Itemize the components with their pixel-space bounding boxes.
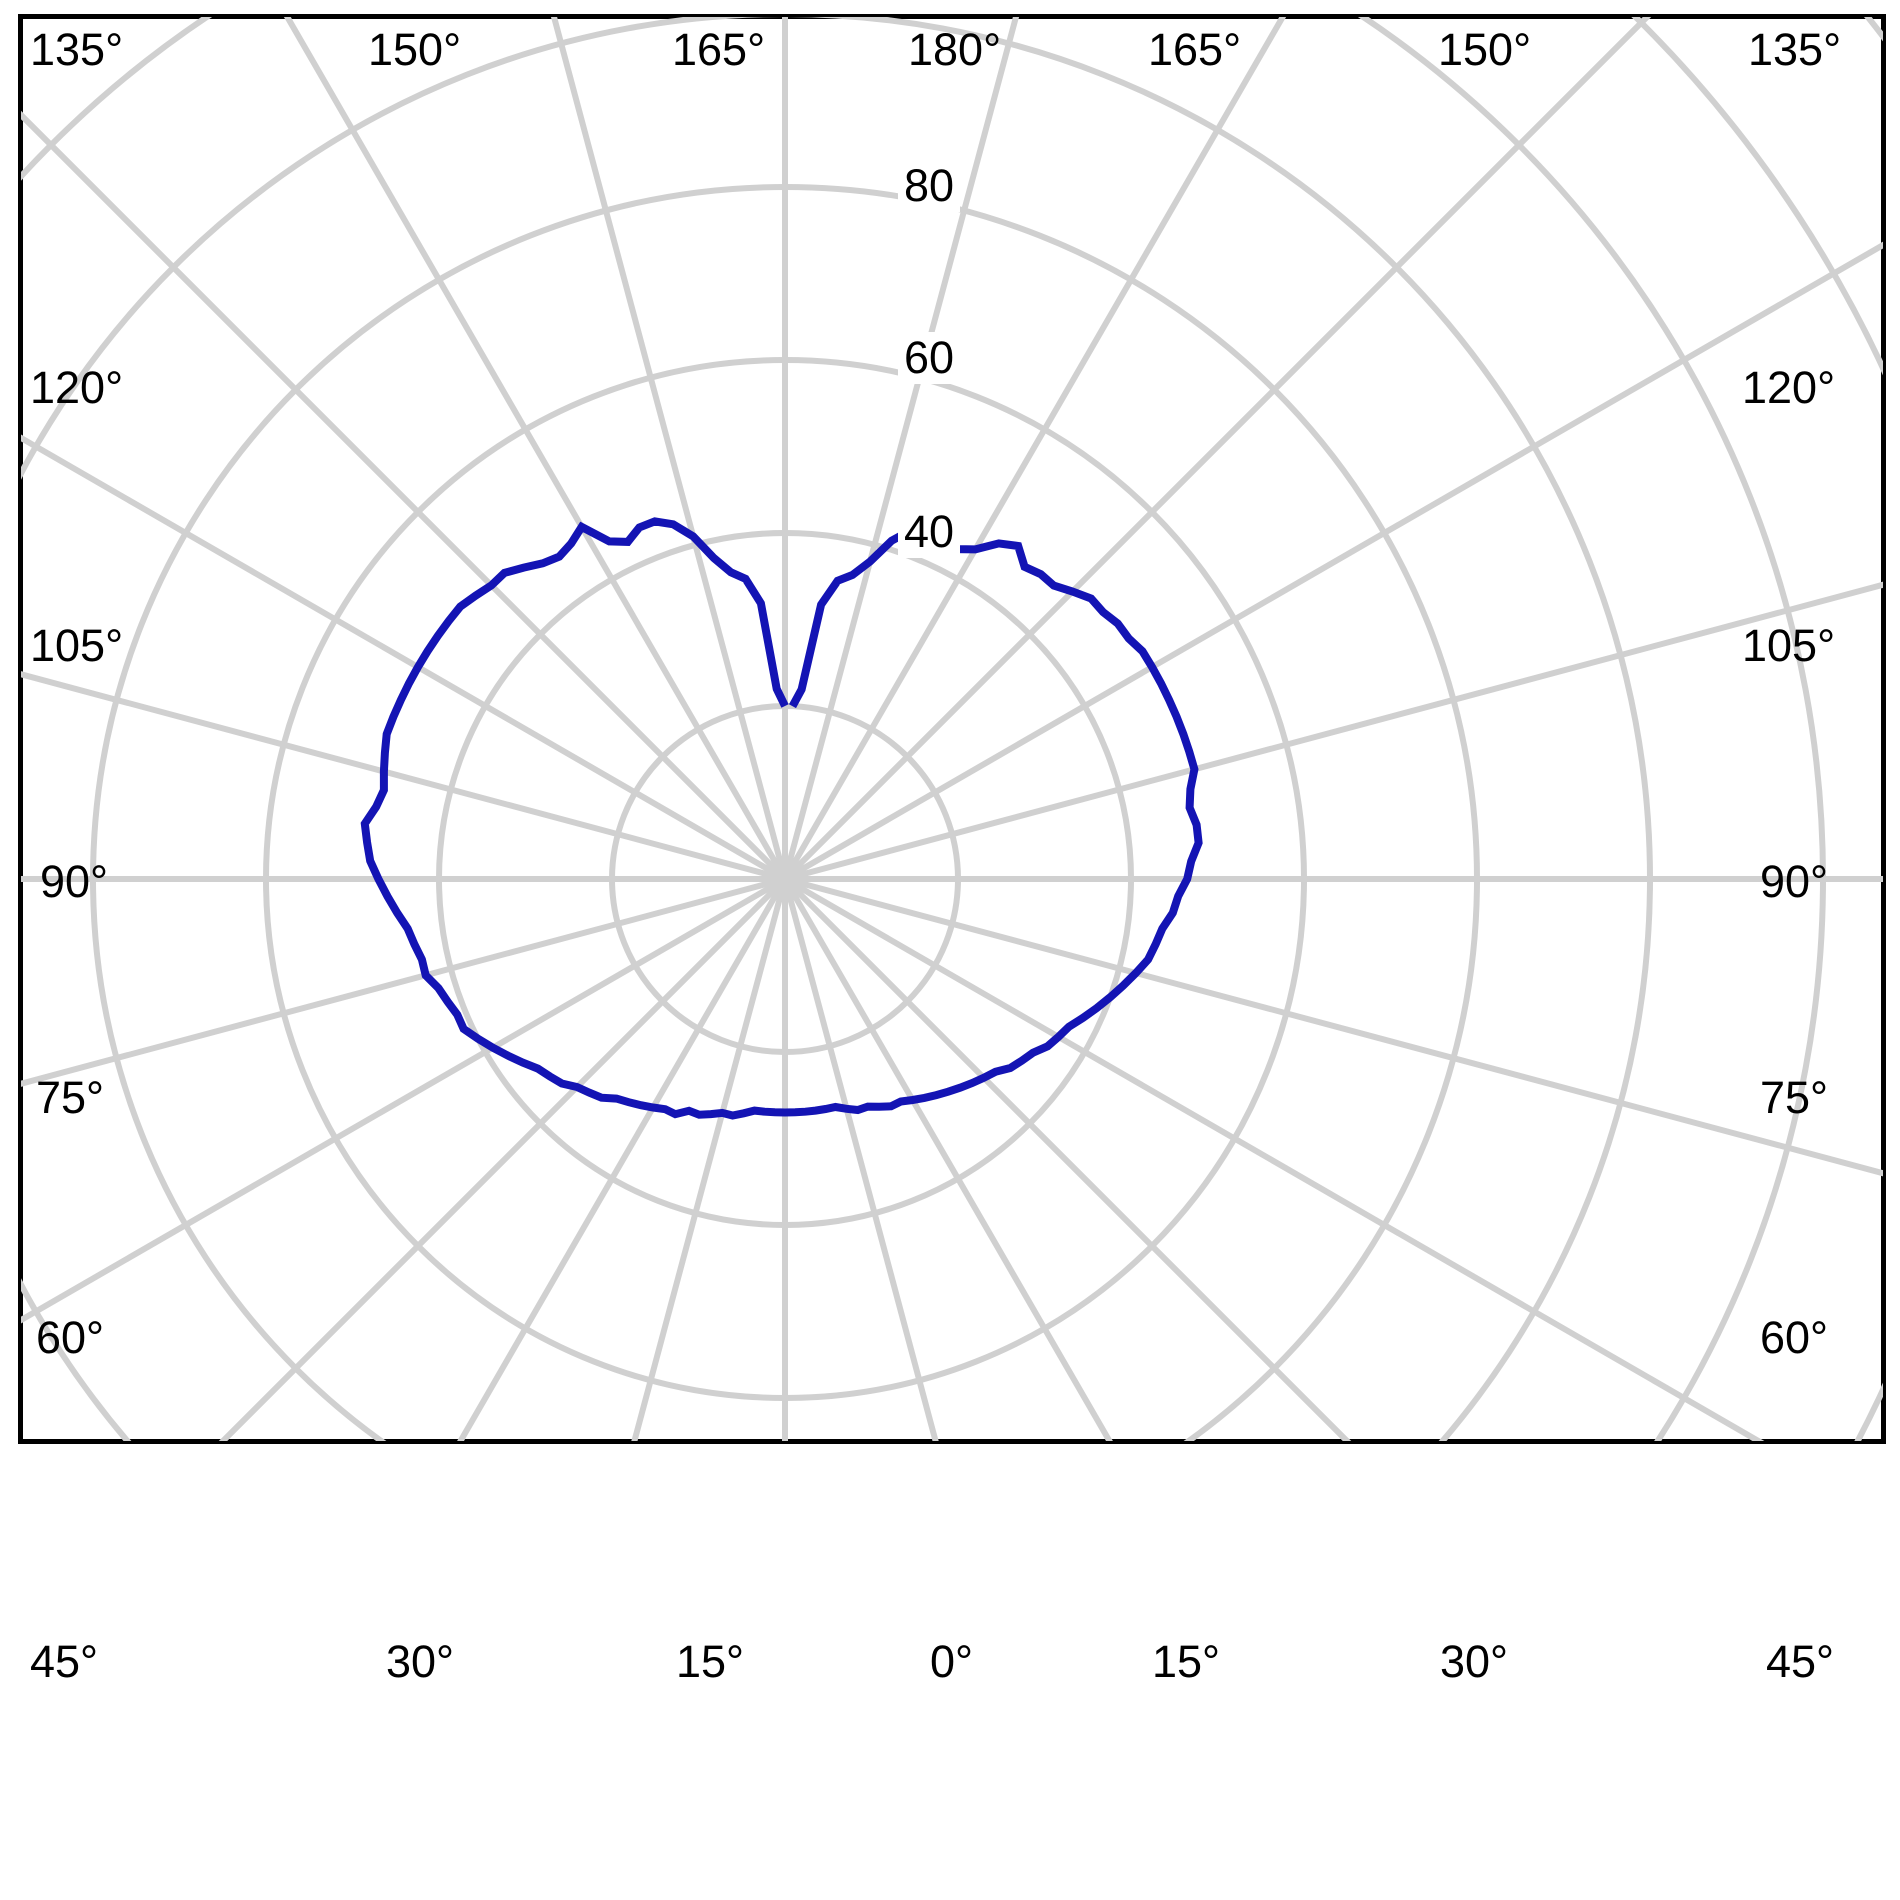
angle-label-bottom-30-left: 30° <box>386 1636 455 1687</box>
angle-label-top-135-right: 135° <box>1748 24 1842 75</box>
angle-label-bottom-45-right: 45° <box>1766 1636 1835 1687</box>
angle-label-top-150-right: 150° <box>1438 24 1532 75</box>
angle-label-bottom-30-right: 30° <box>1440 1636 1509 1687</box>
curve-group <box>360 517 1203 1120</box>
angle-label-top-150-left: 150° <box>368 24 462 75</box>
legend-area: cd/klm η = 88% C0 - C180 C90 - C270 <box>18 1458 1886 1888</box>
angle-label-bottom-0: 0° <box>930 1636 974 1687</box>
angle-label-right-60: 60° <box>1760 1312 1829 1363</box>
angle-label-bottom-45-left: 45° <box>30 1636 99 1687</box>
radial-label-40: 40 <box>898 506 961 558</box>
angle-label-right-90: 90° <box>1760 856 1829 907</box>
radial-label-60: 60 <box>898 332 961 384</box>
angle-label-right-75: 75° <box>1760 1072 1829 1123</box>
angle-label-bottom-15-right: 15° <box>1152 1636 1221 1687</box>
angle-label-bottom-15-left: 15° <box>676 1636 745 1687</box>
angle-label-right-105: 105° <box>1742 620 1836 671</box>
grid-group <box>21 17 1883 1441</box>
angle-label-left-60: 60° <box>36 1312 105 1363</box>
angle-label-right-120: 120° <box>1742 362 1836 413</box>
angle-label-top-135-left: 135° <box>30 24 124 75</box>
angle-label-top-180: 180° <box>908 24 1002 75</box>
angle-label-left-90: 90° <box>40 856 109 907</box>
series-c90-c270 <box>360 517 1203 1120</box>
angle-label-top-165-right: 165° <box>1148 24 1242 75</box>
angle-label-left-120: 120° <box>30 362 124 413</box>
angle-label-left-75: 75° <box>36 1072 105 1123</box>
polar-grid-and-curves <box>21 17 1883 1441</box>
angle-label-top-165-left: 165° <box>672 24 766 75</box>
angle-label-left-105: 105° <box>30 620 124 671</box>
radial-label-80: 80 <box>898 160 961 212</box>
